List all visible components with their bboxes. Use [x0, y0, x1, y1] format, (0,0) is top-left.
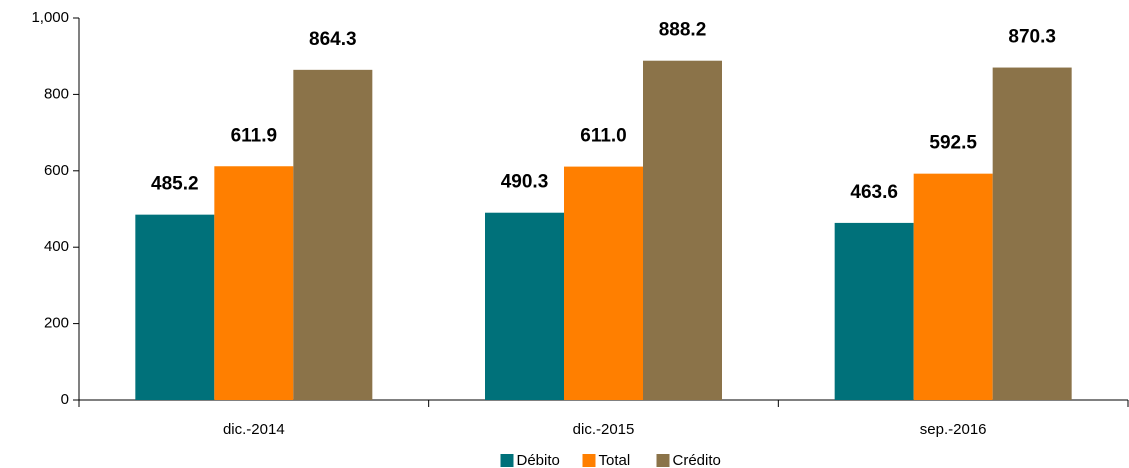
value-label: 611.9	[231, 125, 278, 146]
legend-swatch	[582, 454, 596, 467]
bar	[293, 69, 373, 400]
value-label: 485.2	[151, 174, 199, 195]
value-label: 611.0	[580, 126, 627, 147]
value-label: 490.3	[501, 172, 549, 193]
value-label: 463.6	[850, 182, 898, 203]
y-tick-label: 400	[44, 238, 69, 255]
legend-swatch	[656, 454, 670, 467]
bar	[135, 214, 215, 400]
legend-label: Total	[599, 452, 631, 468]
x-tick-label: dic.-2014	[223, 421, 285, 438]
bar	[913, 173, 993, 400]
bar	[834, 222, 914, 400]
value-label: 592.5	[929, 133, 977, 154]
x-tick-label: dic.-2015	[573, 421, 635, 438]
y-tick-label: 600	[44, 162, 69, 179]
bar	[992, 67, 1072, 400]
y-tick-label: 800	[44, 85, 69, 102]
value-label: 864.3	[309, 29, 357, 50]
x-tick-label: sep.-2016	[920, 421, 987, 438]
bar	[485, 212, 564, 400]
bar	[214, 166, 294, 400]
legend-label: Crédito	[673, 452, 721, 468]
bar	[643, 60, 722, 400]
y-tick-label: 1,000	[31, 9, 69, 26]
y-tick-label: 200	[44, 315, 69, 332]
legend-label: Débito	[517, 452, 560, 468]
value-label: 870.3	[1008, 27, 1056, 48]
y-tick-label: 0	[61, 391, 69, 408]
bar	[564, 166, 643, 400]
value-label: 888.2	[659, 20, 707, 41]
legend-swatch	[500, 454, 514, 467]
